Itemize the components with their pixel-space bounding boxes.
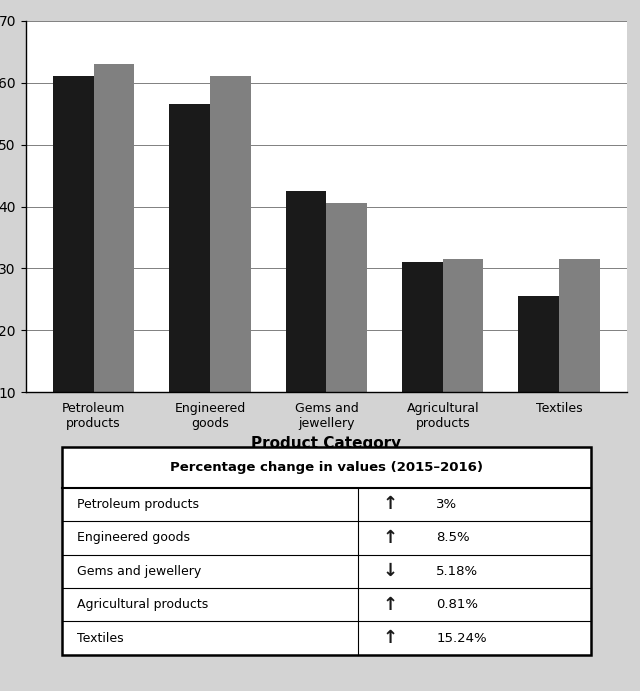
Text: Textiles: Textiles	[77, 632, 124, 645]
Bar	[559, 259, 600, 454]
Bar	[285, 191, 326, 454]
FancyBboxPatch shape	[61, 447, 591, 655]
X-axis label: Product Category: Product Category	[252, 435, 401, 451]
Bar	[518, 296, 559, 454]
Text: 8.5%: 8.5%	[436, 531, 470, 545]
Text: 0.81%: 0.81%	[436, 598, 478, 612]
Text: ↓: ↓	[382, 562, 397, 580]
Bar	[402, 263, 443, 454]
Text: ↑: ↑	[382, 495, 397, 513]
Bar	[210, 77, 251, 454]
Bar	[53, 77, 93, 454]
Bar	[326, 203, 367, 454]
Text: Petroleum products: Petroleum products	[77, 498, 199, 511]
Text: 3%: 3%	[436, 498, 458, 511]
Text: ↑: ↑	[382, 529, 397, 547]
Text: Engineered goods: Engineered goods	[77, 531, 189, 545]
Bar	[443, 259, 483, 454]
Text: Gems and jewellery: Gems and jewellery	[77, 565, 201, 578]
Text: ↑: ↑	[382, 596, 397, 614]
Text: Agricultural products: Agricultural products	[77, 598, 208, 612]
Text: Percentage change in values (2015–2016): Percentage change in values (2015–2016)	[170, 461, 483, 474]
Text: ↑: ↑	[382, 630, 397, 647]
Bar	[170, 104, 210, 454]
Bar	[93, 64, 134, 454]
Text: 5.18%: 5.18%	[436, 565, 479, 578]
Text: 15.24%: 15.24%	[436, 632, 487, 645]
